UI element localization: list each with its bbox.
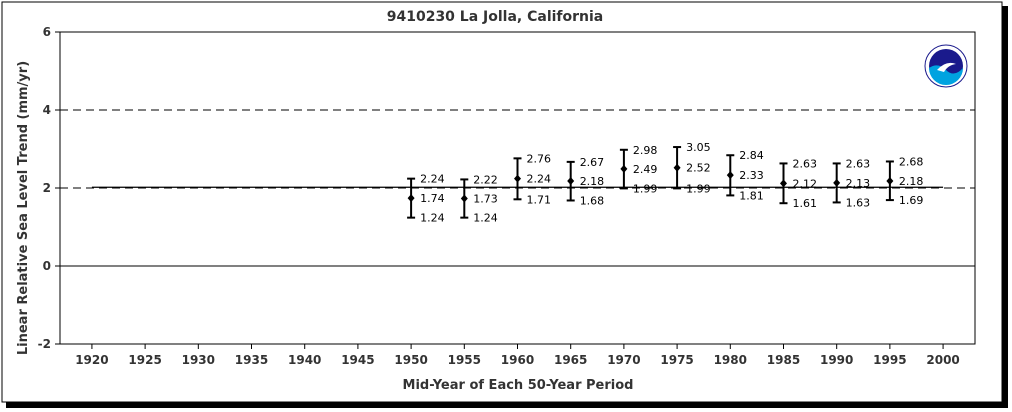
trend-value-label: 2.18 (580, 175, 605, 188)
trend-marker (833, 178, 841, 187)
upper-bound-label: 2.68 (899, 155, 924, 168)
error-bar-point: 2.63 2.13 1.63 (832, 157, 871, 209)
upper-bound-label: 2.63 (846, 157, 871, 170)
trend-value-label: 2.33 (739, 169, 764, 182)
upper-bound-label: 2.84 (739, 149, 764, 162)
upper-bound-label: 2.76 (527, 152, 552, 165)
logo-wave (929, 65, 963, 85)
trend-value-label: 1.73 (473, 193, 498, 206)
upper-bound-label: 2.22 (473, 173, 498, 186)
x-tick-label: 1995 (873, 353, 906, 367)
lower-bound-label: 1.69 (899, 194, 924, 207)
trend-marker (886, 176, 894, 185)
y-tick-label: 2 (43, 181, 51, 195)
error-bar-point: 2.84 2.33 1.81 (726, 149, 764, 202)
x-tick-label: 1950 (394, 353, 427, 367)
x-tick-label: 1935 (235, 353, 268, 367)
lower-bound-label: 1.24 (473, 212, 498, 225)
trend-marker (726, 171, 734, 180)
trend-value-label: 1.74 (420, 192, 445, 205)
trend-marker (567, 176, 575, 185)
lower-bound-label: 1.81 (739, 189, 764, 202)
x-tick-label: 1930 (182, 353, 215, 367)
x-tick-label: 1980 (714, 353, 747, 367)
trend-value-label: 2.18 (899, 175, 924, 188)
x-axis: 1920 1925 1930 1935 1940 1945 1950 1955 1960 1965… (75, 344, 960, 367)
trend-value-label: 2.13 (846, 177, 871, 190)
upper-bound-label: 2.63 (792, 157, 817, 170)
x-axis-label: Mid-Year of Each 50-Year Period (403, 378, 634, 393)
x-tick-label: 1960 (501, 353, 534, 367)
trend-marker (460, 194, 468, 203)
x-tick-label: 1990 (820, 353, 853, 367)
trend-value-label: 2.24 (527, 173, 552, 186)
lower-bound-label: 1.24 (420, 212, 445, 225)
x-tick-label: 1970 (607, 353, 640, 367)
y-axis: -2 0 2 4 6 (38, 25, 60, 351)
upper-bound-label: 3.05 (686, 141, 711, 154)
trend-value-label: 2.49 (633, 163, 658, 176)
error-bar-point: 2.63 2.12 1.61 (779, 157, 817, 210)
x-tick-label: 1940 (288, 353, 321, 367)
lower-bound-label: 1.63 (846, 196, 871, 209)
lower-bound-label: 1.99 (686, 182, 711, 195)
upper-bound-label: 2.67 (580, 156, 605, 169)
trend-value-label: 2.52 (686, 162, 711, 175)
upper-bound-label: 2.98 (633, 144, 658, 157)
lower-bound-label: 1.99 (633, 182, 658, 195)
upper-bound-label: 2.24 (420, 173, 445, 186)
x-tick-label: 1965 (554, 353, 587, 367)
error-bar-point: 3.05 2.52 1.99 (673, 141, 711, 195)
lower-bound-label: 1.68 (580, 194, 605, 207)
noaa-logo (924, 44, 968, 88)
x-tick-label: 1955 (448, 353, 481, 367)
lower-bound-label: 1.61 (792, 197, 817, 210)
x-tick-label: 1925 (128, 353, 161, 367)
x-tick-label: 1985 (767, 353, 800, 367)
trend-marker (673, 163, 681, 172)
data-points: 2.24 1.74 1.24 2.22 1.73 1.24 2.76 2.24 1.71 2.67… (407, 141, 923, 225)
y-tick-label: 6 (43, 25, 51, 39)
logo-bird (937, 62, 956, 72)
x-tick-label: 2000 (926, 353, 959, 367)
error-bar-point: 2.98 2.49 1.99 (619, 144, 658, 195)
y-tick-label: 4 (43, 103, 51, 117)
error-bar-point: 2.22 1.73 1.24 (460, 173, 498, 225)
x-tick-label: 1945 (341, 353, 374, 367)
y-tick-label: 0 (43, 259, 51, 273)
y-tick-label: -2 (38, 337, 51, 351)
error-bar-point: 2.67 2.18 1.68 (566, 156, 605, 207)
error-bar-point: 2.76 2.24 1.71 (513, 152, 552, 206)
chart-title: 9410230 La Jolla, California (387, 9, 604, 25)
x-tick-label: 1920 (75, 353, 108, 367)
trend-marker (407, 194, 415, 203)
error-bar-point: 2.24 1.74 1.24 (407, 173, 445, 225)
trend-value-label: 2.12 (792, 177, 817, 190)
trend-marker (620, 164, 628, 173)
trend-marker (514, 174, 521, 183)
error-bar-point: 2.68 2.18 1.69 (885, 155, 924, 207)
trend-marker (779, 179, 787, 188)
x-tick-label: 1975 (660, 353, 693, 367)
y-axis-label: Linear Relative Sea Level Trend (mm/yr) (16, 61, 31, 355)
lower-bound-label: 1.71 (527, 193, 552, 206)
